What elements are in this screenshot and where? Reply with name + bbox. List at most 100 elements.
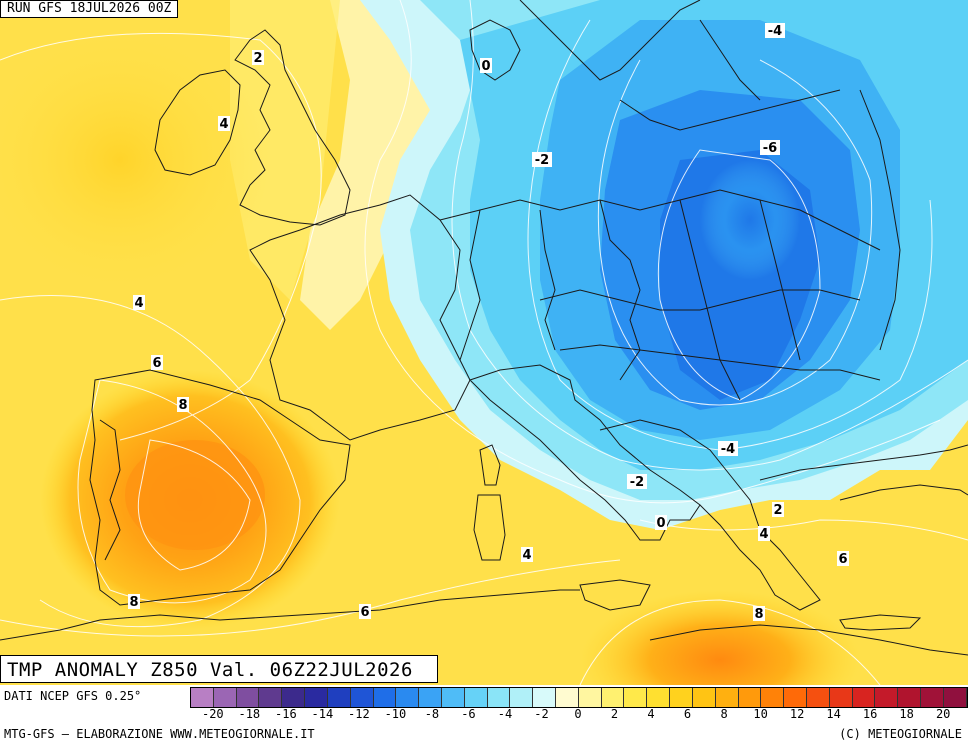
contour-label-text: 0 (656, 516, 665, 531)
colorbar-tick-label: -6 (461, 707, 476, 721)
contour-label: 2 (772, 502, 784, 518)
colorbar-tick-label: 8 (720, 707, 728, 721)
colorbar-tick-label: -10 (384, 707, 407, 721)
colorbar-swatch (350, 688, 374, 707)
colorbar-swatch (282, 688, 306, 707)
colorbar-tick-label: 2 (610, 707, 619, 721)
colorbar-tick-label: 6 (683, 707, 692, 721)
contour-label-text: 8 (178, 398, 187, 413)
colorbar-swatch (213, 688, 237, 707)
colorbar-tick-label: 14 (826, 707, 841, 721)
colorbar-swatch (943, 688, 967, 707)
run-label: RUN GFS 18JUL2026 00Z (0, 0, 179, 18)
colorbar-swatch (441, 688, 465, 707)
colorbar-tick-label: -8 (424, 707, 440, 721)
contour-label: 4 (133, 295, 145, 311)
colorbar (190, 687, 968, 708)
contour-label: 8 (753, 606, 765, 622)
colorbar-swatch (624, 688, 648, 707)
contour-label-text: -4 (768, 24, 782, 39)
contour-label-text: 6 (838, 552, 847, 567)
contour-label-text: 8 (129, 595, 138, 610)
contour-label-text: 4 (219, 117, 228, 132)
colorbar-tick-label: -2 (534, 707, 549, 721)
colorbar-tick-label: -4 (497, 707, 513, 721)
contour-label-text: 4 (522, 548, 531, 563)
colorbar-tick-label: 18 (899, 707, 914, 721)
colorbar-swatch (829, 688, 853, 707)
contour-label-text: 6 (360, 605, 369, 620)
contour-label-text: 8 (754, 607, 763, 622)
contour-label-text: -6 (763, 141, 777, 156)
contour-label: 4 (218, 116, 230, 132)
contour-label-text: 4 (759, 527, 768, 542)
contour-label-text: -2 (535, 153, 549, 168)
colorbar-tick-label: -16 (275, 707, 297, 721)
colorbar-swatch (191, 688, 214, 707)
contour-label: 4 (758, 526, 770, 542)
colorbar-ticks: -20 -18 -16 -14 -12 -10 -8 -6 -4 -2 0 2 4 6 8 10 12 14 16 1… (190, 707, 966, 723)
contour-label-text: 2 (773, 503, 782, 518)
colorbar-swatch (670, 688, 693, 707)
colorbar-swatch (852, 688, 876, 707)
colorbar-tick-label: 16 (862, 707, 878, 721)
colorbar-swatch (533, 688, 556, 707)
colorbar-swatch (898, 688, 921, 707)
colorbar-swatch (875, 688, 899, 707)
colorbar-swatch (715, 688, 739, 707)
contour-label-text: 4 (134, 296, 143, 311)
colorbar-swatch (692, 688, 716, 707)
colorbar-swatch (305, 688, 328, 707)
colorbar-tick-label: -12 (348, 707, 370, 721)
footer: DATI NCEP GFS 0.25° -20 -18 -16 -14 -12 -10 -8… (0, 685, 968, 745)
contour-label: 2 (252, 50, 264, 66)
colorbar-swatch (487, 688, 511, 707)
copyright-text: (C) METEOGIORNALE (839, 727, 962, 741)
map-title: TMP ANOMALY Z850 Val. 06Z22JUL2026 (0, 655, 438, 683)
contour-label: 0 (480, 58, 492, 74)
credit-text: MTG-GFS – ELABORAZIONE WWW.METEOGIORNALE… (4, 727, 315, 741)
colorbar-tick-label: 20 (935, 707, 951, 721)
contour-label: -4 (765, 23, 785, 39)
colorbar-swatch (464, 688, 488, 707)
contour-label-text: 2 (253, 51, 262, 66)
colorbar-swatch (647, 688, 671, 707)
temperature-anomaly-map: 2 0 -4 4 -2 -6 4 6 8 -4 -2 2 0 4 4 6 8 6 8 (0, 0, 968, 685)
contour-label-text: -2 (630, 475, 644, 490)
data-source: DATI NCEP GFS 0.25° (4, 689, 142, 703)
contour-label: -6 (760, 140, 780, 156)
contour-label: 8 (177, 397, 189, 413)
contour-label: 4 (521, 547, 533, 563)
contour-label-text: -4 (721, 442, 735, 457)
contour-label: -2 (532, 152, 552, 168)
colorbar-swatch (236, 688, 260, 707)
colorbar-tick-label: 10 (753, 707, 768, 721)
colorbar-swatch (921, 688, 944, 707)
colorbar-tick-label: -20 (201, 707, 224, 721)
colorbar-swatch (761, 688, 785, 707)
colorbar-tick-label: -18 (238, 707, 261, 721)
colorbar-tick-label: 4 (647, 707, 655, 721)
contour-label: 8 (128, 594, 140, 610)
colorbar-swatch (396, 688, 420, 707)
contour-label-text: 0 (481, 59, 490, 74)
colorbar-swatch (601, 688, 625, 707)
colorbar-swatch (419, 688, 442, 707)
contour-label: 6 (359, 604, 371, 620)
colorbar-swatch (806, 688, 830, 707)
colorbar-swatch (327, 688, 351, 707)
colorbar-swatch (259, 688, 283, 707)
colorbar-swatch (373, 688, 397, 707)
colorbar-swatch (738, 688, 762, 707)
contour-label: 6 (837, 551, 849, 567)
contour-label-text: 6 (152, 356, 161, 371)
colorbar-swatch (578, 688, 602, 707)
colorbar-tick-label: 12 (789, 707, 805, 721)
contour-label: 0 (655, 515, 667, 531)
colorbar-tick-label: 0 (574, 707, 582, 721)
colorbar-swatch (556, 688, 579, 707)
colorbar-swatch (784, 688, 807, 707)
contour-label: -4 (718, 441, 738, 457)
contour-label: 6 (151, 355, 163, 371)
colorbar-swatch (510, 688, 534, 707)
